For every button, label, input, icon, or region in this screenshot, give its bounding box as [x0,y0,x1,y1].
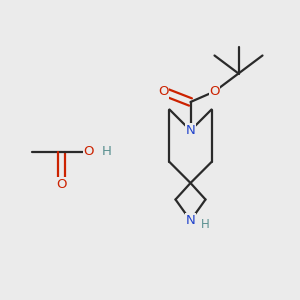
Text: N: N [186,124,195,137]
Text: O: O [56,178,67,191]
Text: O: O [209,85,220,98]
Text: O: O [158,85,169,98]
Text: N: N [186,214,195,227]
Text: H: H [102,145,111,158]
Text: H: H [200,218,209,232]
Text: O: O [83,145,94,158]
